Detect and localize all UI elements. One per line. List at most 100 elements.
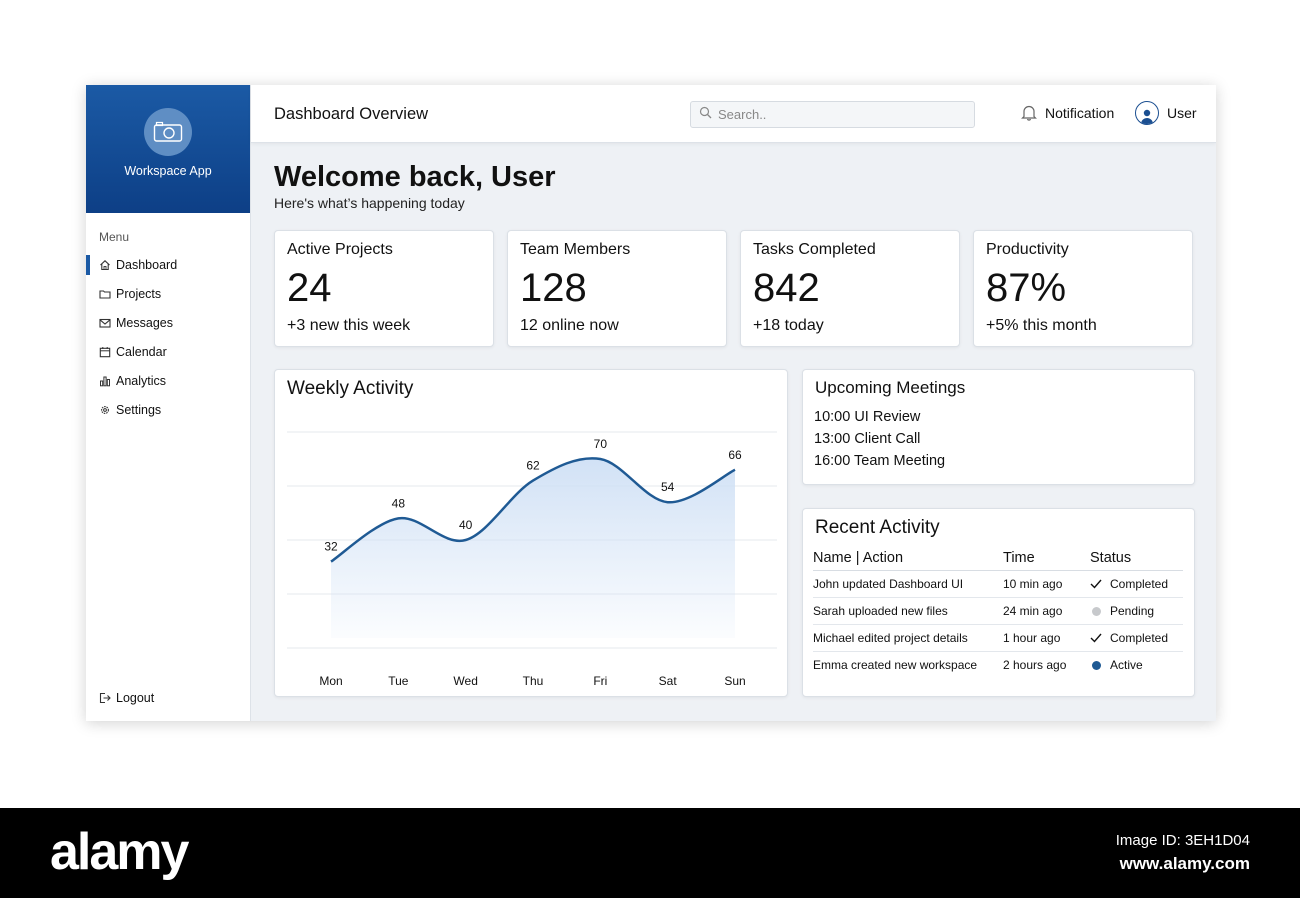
stat-value: 842	[753, 266, 820, 310]
calendar-icon	[99, 346, 111, 358]
data-label: 66	[728, 448, 742, 462]
stat-sub: +5% this month	[986, 317, 1097, 334]
data-label: 70	[594, 437, 608, 451]
activity-status: Completed	[1090, 624, 1183, 652]
sidebar-item-label: Dashboard	[116, 257, 178, 272]
weekly-activity-chart: 32 48 40 62 70 54 66 Mon Tue Wed Thu Fri Sat Sun	[287, 431, 777, 688]
meeting-item[interactable]: 13:00 Client Call	[814, 431, 921, 447]
dot-icon	[1090, 660, 1102, 670]
stat-label: Active Projects	[287, 241, 393, 258]
activity-time: 24 min ago	[1003, 597, 1090, 625]
status-label: Pending	[1110, 604, 1155, 618]
activity-table: Name | Action Time Status John updated D…	[813, 547, 1183, 678]
top-header: Dashboard Overview Notification User	[251, 85, 1216, 143]
stat-card-team-members: Team Members 128 12 online now	[507, 230, 727, 347]
stat-card-productivity: Productivity 87% +5% this month	[973, 230, 1193, 347]
meetings-title: Upcoming Meetings	[815, 378, 966, 397]
x-tick-label: Fri	[593, 674, 607, 688]
column-header-action: Name | Action	[813, 547, 1003, 571]
meeting-item[interactable]: 16:00 Team Meeting	[814, 453, 946, 469]
activity-status: Pending	[1090, 597, 1183, 625]
notification-button[interactable]: Notification	[1021, 104, 1114, 121]
x-tick-label: Thu	[523, 674, 544, 688]
table-row[interactable]: Michael edited project details 1 hour ag…	[813, 624, 1183, 652]
logout-icon	[99, 692, 111, 704]
activity-time: 10 min ago	[1003, 570, 1090, 598]
app-window: Workspace App Menu Dashboard Projects	[86, 85, 1216, 721]
sidebar-item-projects[interactable]: Projects	[86, 279, 250, 308]
alamy-logo: alamy	[50, 823, 189, 881]
chart-area-fill	[331, 458, 735, 638]
stat-value: 87%	[986, 266, 1067, 310]
welcome-heading: Welcome back, User	[274, 161, 556, 193]
stat-card-tasks-completed: Tasks Completed 842 +18 today	[740, 230, 960, 347]
activity-status: Completed	[1090, 570, 1183, 598]
x-tick-label: Tue	[388, 674, 409, 688]
user-menu[interactable]: User	[1135, 101, 1197, 125]
sidebar-item-analytics[interactable]: Analytics	[86, 366, 250, 395]
user-label: User	[1167, 105, 1197, 121]
upcoming-meetings-panel: Upcoming Meetings 10:00 UI Review 13:00 …	[802, 369, 1195, 485]
weekly-activity-panel: Weekly Activity 32 48 40 62 70 54 66 Mon Tue Wed T…	[274, 369, 788, 697]
footer-url-text: www.alamy.com	[1119, 854, 1250, 873]
chart-series-line	[330, 457, 736, 563]
stat-sub: 12 online now	[520, 317, 619, 334]
stat-cards: Active Projects 24 +3 new this week Team…	[274, 230, 1194, 347]
status-label: Active	[1110, 658, 1143, 672]
search-box[interactable]	[690, 101, 975, 128]
table-row[interactable]: John updated Dashboard UI 10 min ago Com…	[813, 570, 1183, 598]
page-title: Dashboard Overview	[274, 105, 429, 123]
x-tick-label: Mon	[319, 674, 342, 688]
image-id-text: Image ID: 3EH1D04	[1115, 832, 1250, 849]
menu-title: Menu	[99, 230, 130, 244]
bar-chart-icon	[99, 375, 111, 387]
notification-label: Notification	[1045, 104, 1115, 121]
stat-label: Tasks Completed	[753, 241, 876, 258]
activity-action: Michael edited project details	[813, 624, 1003, 652]
stat-value: 128	[520, 266, 587, 310]
table-row[interactable]: Emma created new workspace 2 hours ago A…	[813, 652, 1183, 679]
sidebar-item-calendar[interactable]: Calendar	[86, 337, 250, 366]
column-header-status: Status	[1090, 547, 1183, 571]
sidebar-item-label: Messages	[116, 315, 173, 330]
sidebar-item-settings[interactable]: Settings	[86, 395, 250, 424]
activity-time: 1 hour ago	[1003, 624, 1090, 652]
check-icon	[1090, 633, 1102, 643]
watermark-footer: alamy Image ID: 3EH1D04 www.alamy.com	[0, 808, 1300, 898]
table-row[interactable]: Sarah uploaded new files 24 min ago Pend…	[813, 597, 1183, 625]
activity-action: Sarah uploaded new files	[813, 597, 1003, 625]
stat-value: 24	[287, 266, 332, 310]
mail-icon	[99, 317, 111, 329]
welcome-subtitle: Here's what’s happening today	[274, 195, 465, 211]
sidebar-item-messages[interactable]: Messages	[86, 308, 250, 337]
stat-sub: +3 new this week	[287, 317, 411, 334]
sidebar-item-dashboard[interactable]: Dashboard	[86, 250, 250, 279]
search-input[interactable]	[718, 107, 958, 122]
sidebar-item-label: Calendar	[116, 344, 167, 359]
brand-name: Workspace App	[124, 164, 212, 178]
meetings-list: 10:00 UI Review 13:00 Client Call 16:00 …	[814, 406, 945, 472]
folder-icon	[99, 288, 111, 300]
gear-icon	[99, 404, 111, 416]
stat-sub: +18 today	[753, 317, 824, 334]
stat-card-active-projects: Active Projects 24 +3 new this week	[274, 230, 494, 347]
brand-block: Workspace App	[86, 85, 250, 213]
status-label: Completed	[1110, 631, 1169, 645]
recent-activity-panel: Recent Activity Name | Action Time Statu…	[802, 508, 1195, 697]
data-label: 54	[661, 480, 675, 494]
activity-status: Active	[1090, 652, 1183, 679]
sidebar-item-label: Analytics	[116, 373, 167, 388]
sidebar-menu: Dashboard Projects Messages Calendar	[86, 250, 250, 424]
logout-button[interactable]: Logout	[99, 691, 154, 705]
avatar	[1135, 101, 1159, 125]
activity-action: John updated Dashboard UI	[813, 570, 1003, 598]
x-tick-label: Wed	[453, 674, 477, 688]
search-icon	[699, 106, 712, 124]
meeting-item[interactable]: 10:00 UI Review	[814, 409, 921, 425]
bell-icon	[1021, 104, 1037, 121]
check-icon	[1090, 579, 1102, 589]
activity-time: 2 hours ago	[1003, 658, 1067, 672]
data-label: 40	[459, 518, 473, 532]
column-header-time: Time	[1003, 547, 1090, 571]
home-icon	[99, 259, 111, 271]
